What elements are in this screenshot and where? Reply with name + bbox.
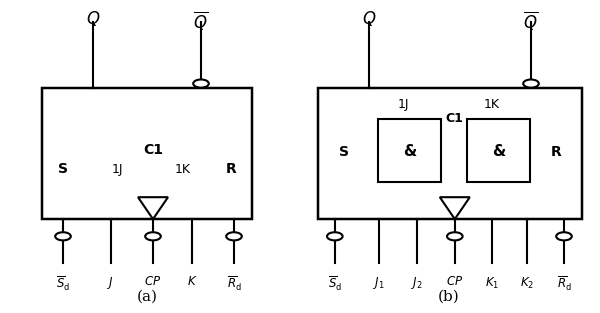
Circle shape [55, 232, 71, 240]
Circle shape [327, 232, 343, 240]
Text: C1: C1 [446, 112, 464, 125]
Text: $\mathit{K}_{1}$: $\mathit{K}_{1}$ [485, 275, 499, 290]
Text: &: & [403, 144, 416, 159]
Text: $\overline{S}_{\mathrm{d}}$: $\overline{S}_{\mathrm{d}}$ [328, 275, 342, 294]
Text: &: & [492, 144, 505, 159]
Text: $\mathit{K}$: $\mathit{K}$ [187, 275, 197, 289]
Text: $\overline{R}_{\mathrm{d}}$: $\overline{R}_{\mathrm{d}}$ [227, 275, 241, 294]
Text: 1K: 1K [175, 162, 191, 176]
Text: $\mathit{K}_{2}$: $\mathit{K}_{2}$ [520, 275, 534, 290]
Text: $\overline{Q}$: $\overline{Q}$ [193, 9, 209, 32]
FancyBboxPatch shape [42, 88, 252, 219]
Circle shape [226, 232, 242, 240]
Text: S: S [339, 145, 349, 159]
Text: $\mathit{J}_{1}$: $\mathit{J}_{1}$ [373, 275, 385, 291]
Circle shape [523, 80, 539, 88]
Circle shape [193, 80, 209, 88]
FancyBboxPatch shape [318, 88, 582, 219]
Circle shape [145, 232, 161, 240]
Bar [467, 119, 530, 182]
Text: C1: C1 [143, 143, 163, 157]
Text: 1K: 1K [484, 98, 500, 111]
Text: (b): (b) [438, 290, 460, 304]
Text: S: S [58, 162, 68, 176]
Text: R: R [551, 145, 562, 159]
Text: $\overline{R}_{\mathrm{d}}$: $\overline{R}_{\mathrm{d}}$ [557, 275, 571, 294]
Text: $\overline{Q}$: $\overline{Q}$ [523, 9, 539, 32]
Bar [378, 119, 441, 182]
Text: 1J: 1J [397, 98, 409, 111]
Text: $\mathit{Q}$: $\mathit{Q}$ [362, 9, 376, 28]
Text: $\mathit{J}_{2}$: $\mathit{J}_{2}$ [411, 275, 423, 291]
Text: $\mathit{CP}$: $\mathit{CP}$ [145, 275, 161, 289]
Text: $\mathit{J}$: $\mathit{J}$ [107, 275, 115, 291]
Text: $\mathit{CP}$: $\mathit{CP}$ [446, 275, 463, 289]
Circle shape [556, 232, 572, 240]
Text: 1J: 1J [111, 162, 123, 176]
Text: (a): (a) [137, 290, 157, 304]
Text: $\mathit{Q}$: $\mathit{Q}$ [86, 9, 100, 28]
Circle shape [447, 232, 463, 240]
Text: $\overline{S}_{\mathrm{d}}$: $\overline{S}_{\mathrm{d}}$ [56, 275, 70, 294]
Text: R: R [226, 162, 236, 176]
